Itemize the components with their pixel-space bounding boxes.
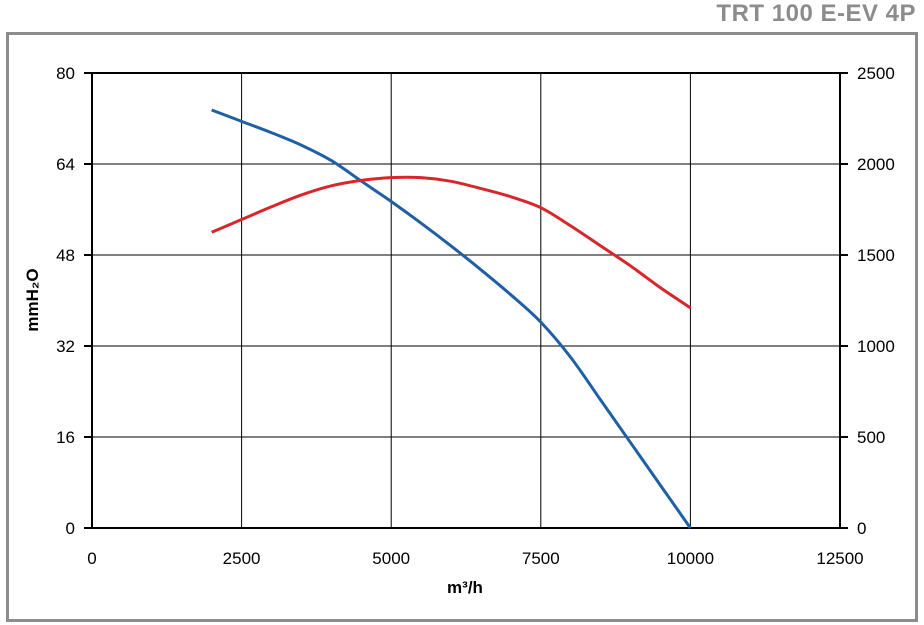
x-tick-label: 0 bbox=[87, 549, 96, 568]
y-right-tick-label: 1500 bbox=[857, 246, 895, 265]
y-right-tick-label: 2500 bbox=[857, 64, 895, 83]
x-tick-label: 7500 bbox=[522, 549, 560, 568]
y-right-tick-label: 500 bbox=[857, 428, 885, 447]
axes bbox=[84, 72, 848, 529]
x-tick-label: 5000 bbox=[372, 549, 410, 568]
series-line-left-axis bbox=[211, 108, 692, 529]
y-left-tick-label: 16 bbox=[56, 428, 75, 447]
grid bbox=[92, 73, 840, 528]
x-tick-label: 10000 bbox=[667, 549, 714, 568]
y-right-tick-label: 2000 bbox=[857, 155, 895, 174]
series-group bbox=[211, 108, 692, 529]
y-left-tick-label: 0 bbox=[66, 519, 75, 538]
y-left-tick-label: 32 bbox=[56, 337, 75, 356]
y-left-tick-label: 80 bbox=[56, 64, 75, 83]
x-axis-label: m³/h bbox=[447, 578, 483, 597]
chart-title: TRT 100 E-EV 4P bbox=[716, 0, 916, 27]
x-tick-label: 2500 bbox=[223, 549, 261, 568]
y-left-tick-label: 64 bbox=[56, 155, 75, 174]
x-tick-label: 12500 bbox=[816, 549, 863, 568]
plot-border bbox=[91, 72, 841, 529]
y-right-tick-label: 0 bbox=[857, 519, 866, 538]
y-axis-label: mmH₂O bbox=[23, 268, 42, 331]
y-left-tick-label: 48 bbox=[56, 246, 75, 265]
chart-frame bbox=[6, 32, 918, 622]
series-line-right-axis bbox=[211, 175, 692, 310]
tick-labels: 0 2500 5000 7500 10000 12500 0 16 32 48 64 80 0 500 10… bbox=[56, 64, 895, 568]
y-right-tick-label: 1000 bbox=[857, 337, 895, 356]
